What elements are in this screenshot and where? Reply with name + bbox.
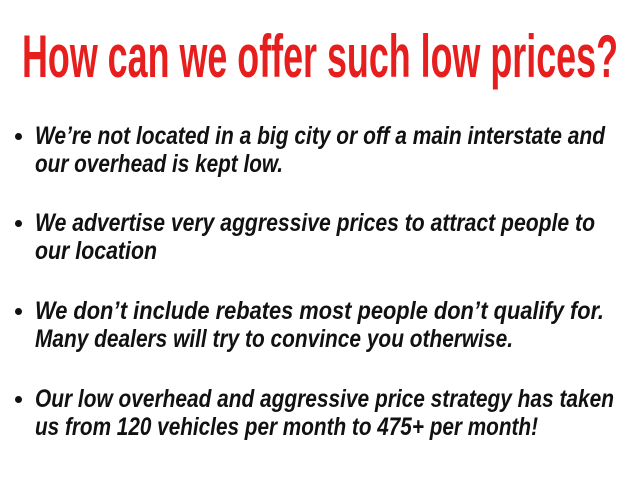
bullet-icon	[15, 220, 22, 227]
bullet-icon	[15, 133, 22, 140]
bullet-line: We advertise very aggressive prices to a…	[35, 209, 595, 237]
bullet-line: us from 120 vehicles per month to 475+ p…	[35, 413, 538, 441]
bullet-line: We’re not located in a big city or off a…	[35, 122, 605, 150]
slide-title: How can we offer such low prices?	[22, 23, 618, 90]
bullet-line: our location	[35, 237, 157, 265]
bullet-line: Our low overhead and aggressive price st…	[35, 385, 614, 413]
bullet-line: our overhead is kept low.	[35, 150, 283, 178]
bullet-line: Many dealers will try to convince you ot…	[35, 325, 513, 353]
bullet-line: We don’t include rebates most people don…	[35, 297, 604, 325]
bullet-icon	[15, 396, 22, 403]
bullet-icon	[15, 308, 22, 315]
